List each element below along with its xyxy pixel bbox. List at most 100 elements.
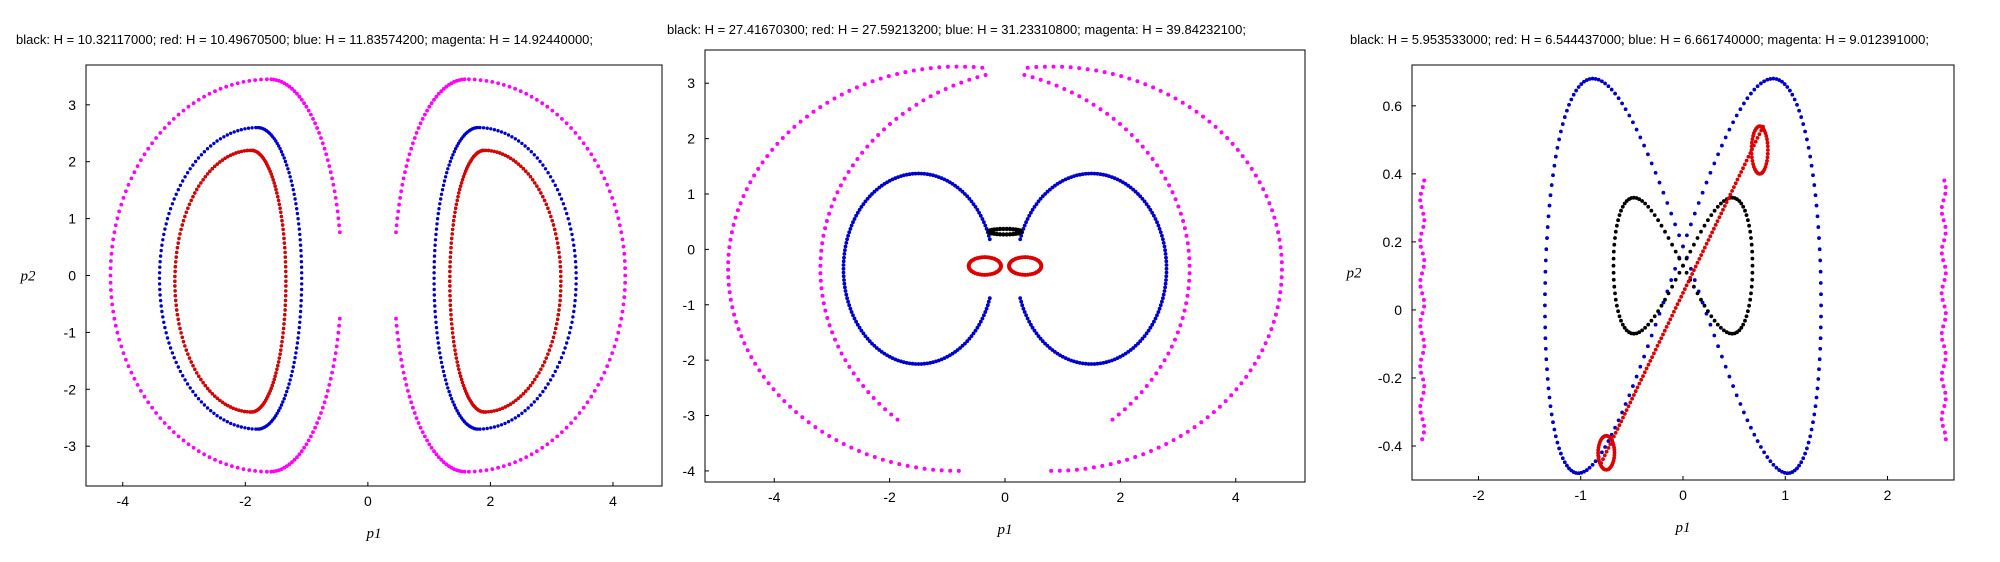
data-point — [452, 344, 456, 348]
data-point — [1766, 148, 1770, 152]
data-point — [157, 282, 162, 286]
data-point — [618, 323, 622, 328]
data-point — [186, 206, 190, 210]
data-point — [573, 293, 578, 297]
data-point — [852, 316, 857, 321]
data-point — [852, 217, 857, 221]
data-point — [403, 170, 407, 175]
data-point — [555, 365, 560, 369]
data-point — [1075, 173, 1079, 178]
data-point — [1774, 465, 1779, 470]
data-point — [1263, 341, 1268, 346]
data-point — [322, 146, 327, 151]
data-point — [1083, 466, 1088, 471]
data-point — [572, 304, 577, 308]
data-point — [439, 197, 443, 201]
data-point — [1734, 393, 1739, 398]
data-point — [1643, 325, 1647, 330]
data-point — [1715, 322, 1720, 327]
data-point — [1205, 415, 1210, 420]
x-tick-label: -2 — [239, 493, 252, 509]
data-point — [299, 449, 304, 454]
data-point — [1750, 256, 1755, 261]
data-point — [1574, 471, 1578, 475]
data-point — [1213, 124, 1218, 129]
data-point — [242, 409, 247, 414]
data-point — [1712, 208, 1717, 213]
data-point — [870, 79, 875, 84]
data-point — [1548, 193, 1553, 197]
data-point — [1169, 344, 1174, 349]
data-point — [900, 111, 905, 116]
data-point — [1080, 172, 1085, 177]
data-point — [621, 302, 626, 307]
data-point — [540, 101, 545, 106]
data-point — [1545, 377, 1550, 381]
data-point — [1812, 183, 1817, 187]
data-point — [290, 460, 294, 465]
data-point — [1419, 357, 1424, 362]
data-point — [213, 164, 217, 168]
data-point — [971, 331, 976, 336]
data-point — [299, 293, 304, 297]
data-point — [931, 467, 936, 472]
data-point — [296, 217, 300, 221]
data-point — [1001, 226, 1006, 232]
data-point — [623, 266, 627, 271]
data-point — [315, 126, 319, 130]
data-point — [1746, 154, 1751, 159]
data-point — [501, 83, 506, 87]
data-point — [542, 360, 547, 364]
data-point — [394, 316, 398, 321]
data-point — [1180, 316, 1185, 320]
data-point — [1748, 297, 1753, 302]
data-point — [1596, 448, 1601, 452]
data-point — [1118, 122, 1122, 126]
data-point — [1657, 340, 1662, 344]
data-point — [780, 136, 785, 140]
data-point — [1941, 364, 1946, 369]
data-point — [1421, 337, 1426, 342]
data-point — [399, 189, 404, 194]
data-point — [843, 244, 848, 249]
data-point — [297, 325, 301, 330]
data-point — [1244, 374, 1249, 379]
data-point — [1814, 395, 1819, 400]
data-point — [213, 394, 217, 398]
data-point — [481, 126, 486, 130]
data-point — [612, 344, 617, 349]
data-point — [1619, 318, 1623, 323]
data-point — [1813, 404, 1818, 409]
data-point — [1702, 223, 1707, 228]
x-tick-label: 2 — [1116, 489, 1124, 505]
data-point — [1561, 456, 1565, 461]
data-point — [1809, 427, 1814, 432]
data-point — [1755, 136, 1760, 140]
data-point — [559, 284, 563, 288]
data-point — [501, 464, 506, 468]
data-point — [1621, 415, 1625, 420]
data-point — [1612, 453, 1617, 458]
data-point — [864, 452, 869, 457]
data-point — [1027, 319, 1032, 324]
data-point — [270, 383, 274, 388]
data-point — [1681, 244, 1685, 249]
data-point — [212, 411, 216, 415]
data-point — [841, 266, 846, 271]
data-point — [776, 393, 781, 398]
data-point — [279, 214, 284, 219]
data-point — [1034, 202, 1039, 207]
data-point — [559, 356, 564, 360]
data-point — [1764, 162, 1769, 166]
data-point — [1752, 87, 1757, 92]
data-point — [177, 236, 181, 241]
data-point — [218, 416, 223, 420]
data-point — [108, 280, 113, 285]
data-point — [124, 189, 128, 194]
data-point — [1266, 334, 1271, 339]
data-point — [551, 223, 556, 227]
data-point — [325, 158, 330, 163]
data-point — [1024, 220, 1028, 225]
data-point — [132, 376, 137, 381]
data-point — [205, 406, 210, 410]
